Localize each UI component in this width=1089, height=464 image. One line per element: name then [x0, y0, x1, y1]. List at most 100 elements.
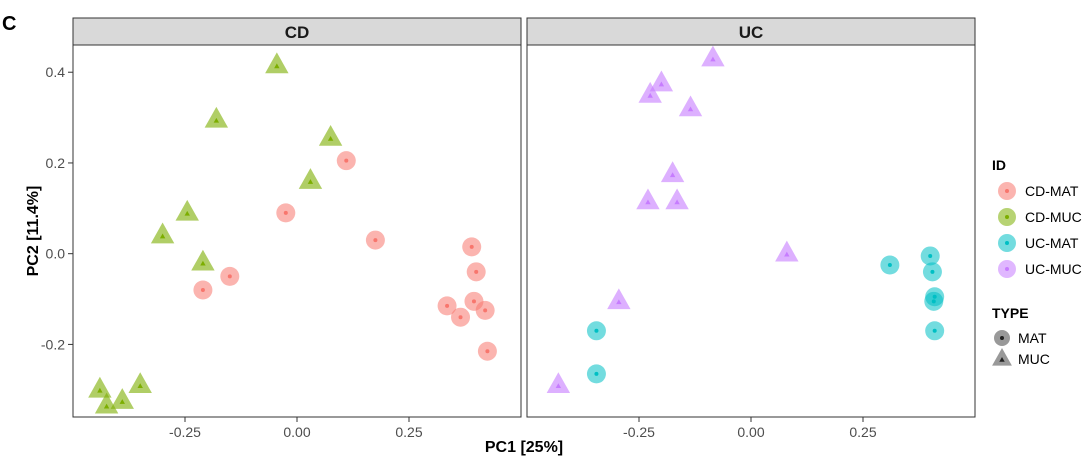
- point-uc-muc: [546, 372, 571, 394]
- point-center-uc-mat: [594, 371, 599, 376]
- point-center-uc-muc: [674, 199, 680, 205]
- point-uc-muc: [638, 81, 662, 103]
- legend-shape-center-mat: [1000, 336, 1004, 340]
- point-center-uc-muc: [784, 251, 790, 257]
- point-uc-muc: [636, 188, 660, 210]
- point-center-cd-muc: [327, 136, 334, 141]
- point-center-cd-mat: [471, 299, 476, 304]
- point-center-cd-mat: [474, 269, 479, 274]
- x-tick-label: 0.25: [395, 424, 422, 440]
- legend-key-center-uc-mat: [1005, 241, 1009, 245]
- y-axis-title: PC2 [11.4%]: [25, 186, 42, 277]
- point-center-cd-muc: [213, 117, 220, 123]
- legend-title-type: TYPE: [992, 305, 1029, 321]
- point-cd-muc: [298, 168, 323, 189]
- points-cd: [88, 52, 497, 414]
- points-uc: [546, 45, 945, 394]
- facet-cd: CD: [72, 17, 522, 418]
- point-center-cd-mat: [227, 274, 232, 279]
- y-tick-label: 0.0: [46, 246, 66, 262]
- legend-label-cd-muc: CD-MUC: [1025, 209, 1082, 225]
- legend-shape-muc: [992, 348, 1012, 366]
- point-center-uc-muc: [647, 92, 653, 98]
- point-center-cd-muc: [137, 383, 143, 389]
- point-uc-muc: [701, 45, 725, 67]
- legend-label-uc-muc: UC-MUC: [1025, 261, 1082, 277]
- legend-title-id: ID: [992, 157, 1006, 173]
- point-center-cd-mat: [485, 349, 490, 354]
- point-cd-muc: [128, 372, 152, 394]
- point-center-cd-mat: [483, 308, 488, 313]
- point-center-uc-mat: [932, 328, 937, 333]
- facet-uc: UC: [526, 17, 976, 418]
- point-center-uc-mat: [931, 299, 936, 304]
- point-cd-muc: [150, 222, 175, 244]
- legend-type-items: MAT MUC: [992, 330, 1050, 367]
- point-cd-muc: [204, 106, 229, 128]
- point-center-cd-muc: [103, 403, 110, 409]
- point-center-cd-muc: [274, 63, 280, 69]
- legend-key-center-cd-mat: [1005, 189, 1009, 193]
- point-center-cd-muc: [184, 210, 190, 216]
- point-uc-muc: [660, 161, 685, 183]
- panel-letter: C: [2, 13, 16, 35]
- point-center-cd-muc: [307, 179, 314, 184]
- point-center-cd-mat: [373, 238, 378, 243]
- y-tick-label: 0.2: [46, 155, 66, 171]
- point-center-cd-mat: [445, 303, 450, 308]
- legend-label-cd-mat: CD-MAT: [1025, 183, 1079, 199]
- point-center-uc-muc: [555, 383, 562, 389]
- x-axis-title: PC1 [25%]: [485, 439, 563, 456]
- legend-key-center-uc-muc: [1005, 267, 1009, 271]
- point-center-cd-muc: [119, 399, 125, 404]
- point-center-uc-mat: [930, 269, 935, 274]
- legend: ID CD-MAT CD-MUC UC-MAT UC-MUC TYPE MAT MUC: [992, 157, 1082, 367]
- facet-strip-cd: [72, 17, 522, 46]
- point-center-uc-muc: [616, 299, 622, 305]
- facet-panel-uc: [526, 44, 976, 418]
- point-cd-muc: [265, 52, 289, 74]
- point-center-cd-muc: [159, 233, 166, 239]
- legend-shape-center-muc: [999, 357, 1005, 362]
- legend-label-mat: MAT: [1018, 330, 1047, 346]
- point-center-cd-mat: [344, 158, 349, 163]
- point-center-uc-mat: [928, 253, 933, 258]
- point-center-cd-mat: [200, 287, 205, 292]
- facet-strip-uc: [526, 17, 976, 46]
- point-center-uc-muc: [658, 81, 665, 87]
- point-center-cd-muc: [97, 387, 103, 393]
- point-center-uc-muc: [645, 199, 651, 205]
- facet-label-uc: UC: [739, 23, 764, 42]
- point-uc-muc: [649, 70, 674, 92]
- point-center-cd-mat: [469, 244, 474, 249]
- facet-panel-cd: [72, 44, 522, 418]
- point-center-cd-muc: [200, 260, 206, 266]
- x-tick-label: -0.25: [169, 424, 201, 440]
- point-center-cd-mat: [283, 210, 288, 215]
- x-tick-label: 0.00: [283, 424, 310, 440]
- point-cd-muc: [88, 376, 112, 398]
- point-uc-muc: [665, 188, 689, 210]
- point-cd-muc: [110, 388, 134, 409]
- point-center-cd-mat: [458, 315, 463, 320]
- legend-key-center-cd-muc: [1005, 215, 1009, 219]
- point-uc-muc: [775, 240, 799, 262]
- facet-label-cd: CD: [285, 23, 310, 42]
- x-axis-uc: -0.25 0.00 0.25: [623, 417, 877, 440]
- point-cd-muc: [318, 125, 343, 146]
- x-tick-label: 0.25: [849, 424, 876, 440]
- point-uc-muc: [607, 288, 631, 310]
- y-tick-label: 0.4: [46, 64, 66, 80]
- point-center-uc-mat: [594, 328, 599, 333]
- point-cd-muc: [94, 392, 119, 414]
- legend-label-uc-mat: UC-MAT: [1025, 235, 1079, 251]
- y-axis: -0.2 0.0 0.2 0.4: [41, 64, 73, 352]
- point-uc-muc: [678, 95, 703, 117]
- point-center-uc-mat: [887, 263, 892, 268]
- point-center-uc-muc: [669, 172, 676, 178]
- x-tick-label: 0.00: [737, 424, 764, 440]
- point-center-uc-muc: [710, 56, 716, 62]
- point-cd-muc: [191, 249, 215, 271]
